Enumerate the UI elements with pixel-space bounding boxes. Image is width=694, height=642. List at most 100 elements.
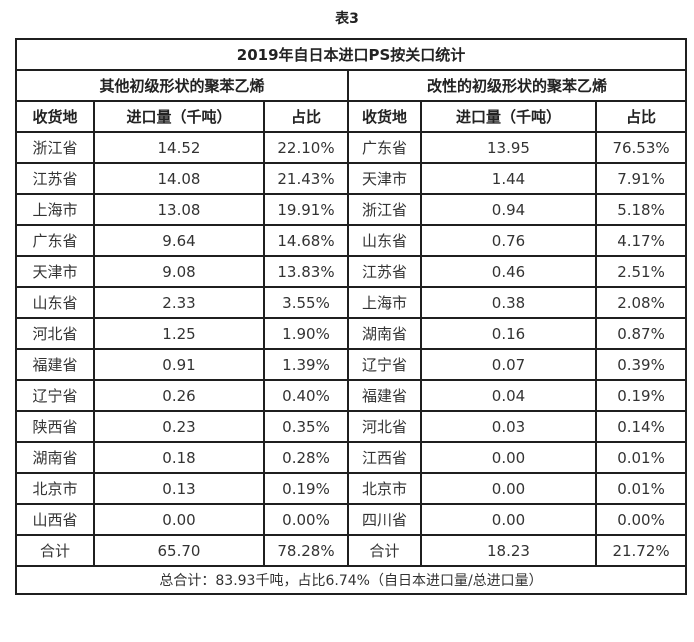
cell-total-share: 78.28%: [263, 534, 349, 567]
cell-share: 0.01%: [594, 472, 688, 505]
column-header-volume: 进口量（千吨）: [420, 100, 597, 133]
cell-share: 0.14%: [594, 410, 688, 443]
cell-import-volume: 14.08: [93, 162, 265, 195]
column-header-row: 收货地 进口量（千吨） 占比 收货地 进口量（千吨） 占比: [15, 100, 688, 133]
cell-region: 山东省: [347, 224, 422, 257]
cell-total-label: 合计: [347, 534, 422, 567]
cell-total-volume: 18.23: [420, 534, 597, 567]
cell-share: 0.35%: [263, 410, 349, 443]
cell-import-volume: 0.38: [420, 286, 597, 319]
cell-region: 湖南省: [347, 317, 422, 350]
cell-total-share: 21.72%: [594, 534, 688, 567]
cell-share: 1.90%: [263, 317, 349, 350]
section-header-left: 其他初级形状的聚苯乙烯: [15, 69, 349, 102]
cell-import-volume: 9.08: [93, 255, 265, 288]
cell-share: 0.39%: [594, 348, 688, 381]
cell-region: 河北省: [15, 317, 95, 350]
cell-region: 山西省: [15, 503, 95, 536]
table-row: 浙江省 14.52 22.10% 广东省 13.95 76.53%: [15, 131, 688, 164]
cell-region: 山东省: [15, 286, 95, 319]
page-title: 表3: [335, 11, 359, 27]
cell-share: 0.00%: [594, 503, 688, 536]
column-header-volume: 进口量（千吨）: [93, 100, 265, 133]
cell-import-volume: 0.91: [93, 348, 265, 381]
table-row: 福建省 0.91 1.39% 辽宁省 0.07 0.39%: [15, 348, 688, 381]
cell-share: 0.28%: [263, 441, 349, 474]
cell-share: 76.53%: [594, 131, 688, 164]
cell-region: 北京市: [15, 472, 95, 505]
grand-total-row: 总合计：83.93千吨，占比6.74%（自日本进口量/总进口量）: [14, 565, 688, 595]
cell-share: 0.01%: [594, 441, 688, 474]
total-row: 合计 65.70 78.28% 合计 18.23 21.72%: [15, 534, 688, 567]
cell-import-volume: 0.23: [93, 410, 265, 443]
cell-share: 21.43%: [263, 162, 349, 195]
cell-region: 河北省: [347, 410, 422, 443]
cell-share: 3.55%: [263, 286, 349, 319]
table-row: 广东省 9.64 14.68% 山东省 0.76 4.17%: [15, 224, 688, 257]
cell-share: 14.68%: [263, 224, 349, 257]
table-title-row: 2019年自日本进口PS按关口统计: [14, 38, 688, 71]
cell-import-volume: 0.00: [420, 441, 597, 474]
cell-import-volume: 0.76: [420, 224, 597, 257]
cell-region: 江苏省: [15, 162, 95, 195]
table-title: 2019年自日本进口PS按关口统计: [14, 38, 688, 71]
cell-region: 浙江省: [347, 193, 422, 226]
cell-import-volume: 0.03: [420, 410, 597, 443]
cell-import-volume: 0.04: [420, 379, 597, 412]
cell-import-volume: 9.64: [93, 224, 265, 257]
cell-region: 四川省: [347, 503, 422, 536]
cell-region: 湖南省: [15, 441, 95, 474]
cell-region: 广东省: [347, 131, 422, 164]
cell-import-volume: 0.13: [93, 472, 265, 505]
import-stats-table: 2019年自日本进口PS按关口统计 其他初级形状的聚苯乙烯 改性的初级形状的聚苯…: [14, 38, 688, 595]
column-header-region: 收货地: [347, 100, 422, 133]
cell-region: 陕西省: [15, 410, 95, 443]
cell-import-volume: 0.16: [420, 317, 597, 350]
cell-region: 上海市: [15, 193, 95, 226]
cell-import-volume: 0.94: [420, 193, 597, 226]
cell-region: 福建省: [15, 348, 95, 381]
table-row: 辽宁省 0.26 0.40% 福建省 0.04 0.19%: [15, 379, 688, 412]
cell-region: 福建省: [347, 379, 422, 412]
cell-region: 江苏省: [347, 255, 422, 288]
cell-region: 上海市: [347, 286, 422, 319]
cell-share: 13.83%: [263, 255, 349, 288]
table-row: 江苏省 14.08 21.43% 天津市 1.44 7.91%: [15, 162, 688, 195]
cell-share: 4.17%: [594, 224, 688, 257]
section-header-right: 改性的初级形状的聚苯乙烯: [346, 69, 688, 102]
cell-region: 浙江省: [15, 131, 95, 164]
cell-share: 2.08%: [594, 286, 688, 319]
cell-share: 2.51%: [594, 255, 688, 288]
cell-share: 0.00%: [263, 503, 349, 536]
cell-import-volume: 13.95: [420, 131, 597, 164]
cell-region: 辽宁省: [15, 379, 95, 412]
table-row: 湖南省 0.18 0.28% 江西省 0.00 0.01%: [15, 441, 688, 474]
grand-total-note: 总合计：83.93千吨，占比6.74%（自日本进口量/总进口量）: [14, 565, 688, 595]
section-header-row: 其他初级形状的聚苯乙烯 改性的初级形状的聚苯乙烯: [15, 69, 688, 102]
cell-import-volume: 0.26: [93, 379, 265, 412]
cell-import-volume: 14.52: [93, 131, 265, 164]
table-row: 陕西省 0.23 0.35% 河北省 0.03 0.14%: [15, 410, 688, 443]
table-row: 天津市 9.08 13.83% 江苏省 0.46 2.51%: [15, 255, 688, 288]
column-header-region: 收货地: [15, 100, 95, 133]
cell-share: 0.87%: [594, 317, 688, 350]
cell-region: 江西省: [347, 441, 422, 474]
cell-import-volume: 13.08: [93, 193, 265, 226]
cell-share: 0.40%: [263, 379, 349, 412]
table-row: 北京市 0.13 0.19% 北京市 0.00 0.01%: [15, 472, 688, 505]
cell-import-volume: 0.00: [93, 503, 265, 536]
cell-import-volume: 0.46: [420, 255, 597, 288]
cell-import-volume: 0.00: [420, 503, 597, 536]
cell-region: 辽宁省: [347, 348, 422, 381]
cell-share: 7.91%: [594, 162, 688, 195]
cell-import-volume: 2.33: [93, 286, 265, 319]
cell-import-volume: 1.25: [93, 317, 265, 350]
cell-share: 22.10%: [263, 131, 349, 164]
cell-import-volume: 1.44: [420, 162, 597, 195]
cell-region: 天津市: [347, 162, 422, 195]
cell-total-label: 合计: [15, 534, 95, 567]
table-row: 山西省 0.00 0.00% 四川省 0.00 0.00%: [15, 503, 688, 536]
cell-share: 0.19%: [594, 379, 688, 412]
cell-import-volume: 0.18: [93, 441, 265, 474]
cell-region: 天津市: [15, 255, 95, 288]
